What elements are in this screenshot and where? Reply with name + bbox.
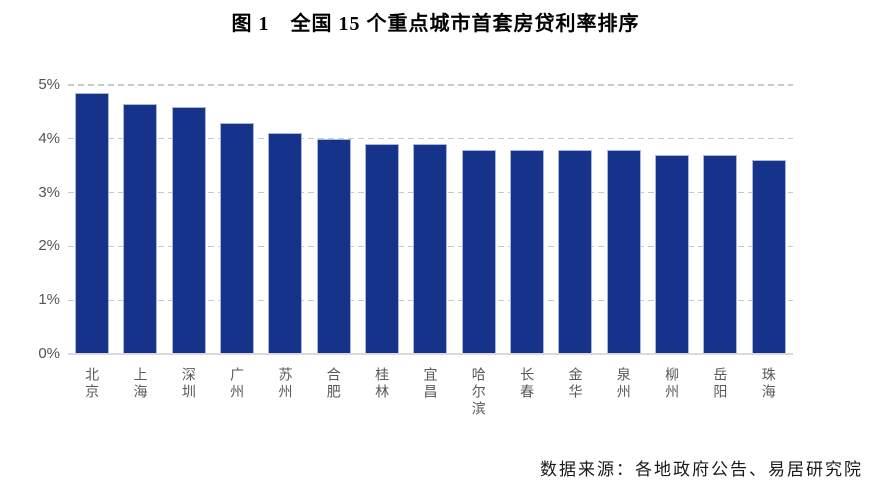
chart-bar — [606, 149, 641, 354]
bar-slot: 柳州 — [648, 85, 696, 401]
chart-bar — [655, 154, 690, 354]
bar-chart-plot-area: 北京 上海 深圳 广州 苏州 合肥 桂林 宜昌 哈尔滨 长春 金华 泉州 柳州 岳阳 珠海 — [68, 84, 793, 418]
x-axis-label: 长春 — [519, 367, 536, 401]
x-axis-line — [68, 353, 793, 355]
chart-bar — [365, 144, 400, 354]
bar-slot: 广州 — [213, 85, 261, 401]
bar-slot: 合肥 — [310, 85, 358, 401]
gridline — [68, 84, 793, 86]
chart-bar — [123, 103, 158, 354]
chart-bar — [751, 160, 786, 354]
bar-slot: 金华 — [551, 85, 599, 401]
y-tick-label: 4% — [38, 129, 60, 147]
x-axis-label: 苏州 — [277, 367, 294, 401]
bar-slot: 上海 — [116, 85, 164, 401]
gridline — [68, 138, 793, 140]
bar-slot: 桂林 — [358, 85, 406, 401]
x-axis-label: 广州 — [229, 367, 246, 401]
x-axis-label: 上海 — [132, 367, 149, 401]
chart-title: 图 1 全国 15 个重点城市首套房贷利率排序 — [231, 13, 640, 35]
chart-bar — [171, 106, 206, 354]
x-axis-label: 北京 — [84, 367, 101, 401]
chart-bar — [268, 133, 303, 354]
bar-slot: 北京 — [68, 85, 116, 401]
y-tick-label: 5% — [38, 76, 60, 94]
chart-bar — [316, 138, 351, 354]
x-axis-label: 泉州 — [615, 367, 632, 401]
bar-slot: 长春 — [503, 85, 551, 401]
data-source-note: 数据来源：各地政府公告、易居研究院 — [540, 460, 863, 479]
bar-slot: 宜昌 — [406, 85, 454, 401]
x-axis-label: 柳州 — [664, 367, 681, 401]
bar-slot: 泉州 — [600, 85, 648, 401]
y-tick-label: 1% — [38, 291, 60, 309]
chart-bar — [75, 93, 110, 354]
bar-slot: 岳阳 — [696, 85, 744, 401]
x-axis-label: 合肥 — [325, 367, 342, 401]
x-axis-label: 珠海 — [760, 367, 777, 401]
bar-slot: 哈尔滨 — [455, 85, 503, 418]
chart-bar — [413, 144, 448, 354]
x-axis-label: 金华 — [567, 367, 584, 401]
x-axis-label: 岳阳 — [712, 367, 729, 401]
chart-bar — [461, 149, 496, 354]
y-tick-label: 0% — [38, 345, 60, 363]
bar-slots: 北京 上海 深圳 广州 苏州 合肥 桂林 宜昌 哈尔滨 长春 金华 泉州 柳州 岳阳 珠海 — [68, 85, 793, 418]
x-axis-label: 深圳 — [180, 367, 197, 401]
bar-slot: 苏州 — [261, 85, 309, 401]
x-axis-label: 哈尔滨 — [470, 367, 487, 418]
chart-bar — [220, 122, 255, 354]
chart-bar — [558, 149, 593, 354]
x-axis-label: 桂林 — [374, 367, 391, 401]
y-tick-label: 3% — [38, 183, 60, 201]
chart-bar — [510, 149, 545, 354]
bar-slot: 珠海 — [745, 85, 793, 401]
x-axis-label: 宜昌 — [422, 367, 439, 401]
y-axis-tick-labels: 0% 1% 2% 3% 4% 5% — [0, 77, 60, 361]
bar-slot: 深圳 — [165, 85, 213, 401]
y-tick-label: 2% — [38, 237, 60, 255]
chart-bar — [703, 154, 738, 354]
